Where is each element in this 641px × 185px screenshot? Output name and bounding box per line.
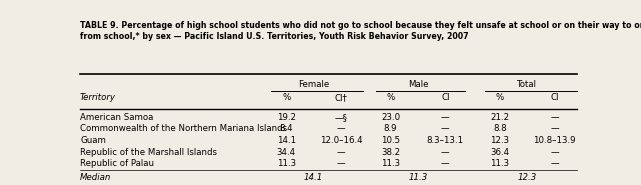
Text: CI†: CI†: [335, 93, 347, 102]
Text: 10.8–13.9: 10.8–13.9: [533, 136, 576, 145]
Text: Republic of the Marshall Islands: Republic of the Marshall Islands: [80, 148, 217, 157]
Text: %: %: [387, 93, 395, 102]
Text: —§: —§: [335, 113, 347, 122]
Text: 14.1: 14.1: [304, 173, 323, 182]
Text: —: —: [441, 113, 449, 122]
Text: 12.0–16.4: 12.0–16.4: [320, 136, 362, 145]
Text: —: —: [441, 148, 449, 157]
Text: 11.3: 11.3: [381, 159, 400, 168]
Text: %: %: [282, 93, 290, 102]
Text: 12.3: 12.3: [517, 173, 537, 182]
Text: —: —: [441, 159, 449, 168]
Text: 8.3–13.1: 8.3–13.1: [427, 136, 464, 145]
Text: 8.4: 8.4: [279, 124, 293, 133]
Text: 10.5: 10.5: [381, 136, 400, 145]
Text: 19.2: 19.2: [277, 113, 296, 122]
Text: Male: Male: [408, 80, 428, 89]
Text: 38.2: 38.2: [381, 148, 400, 157]
Text: —: —: [550, 113, 559, 122]
Text: —: —: [441, 124, 449, 133]
Text: %: %: [495, 93, 504, 102]
Text: American Samoa: American Samoa: [80, 113, 153, 122]
Text: 14.1: 14.1: [277, 136, 296, 145]
Text: —: —: [337, 159, 345, 168]
Text: CI: CI: [550, 93, 559, 102]
Text: 8.9: 8.9: [384, 124, 397, 133]
Text: 11.3: 11.3: [490, 159, 510, 168]
Text: 8.8: 8.8: [493, 124, 507, 133]
Text: Median: Median: [80, 173, 112, 182]
Text: —: —: [550, 124, 559, 133]
Text: Commonwealth of the Northern Mariana Islands: Commonwealth of the Northern Mariana Isl…: [80, 124, 287, 133]
Text: —: —: [337, 148, 345, 157]
Text: Territory: Territory: [80, 93, 116, 102]
Text: 36.4: 36.4: [490, 148, 510, 157]
Text: 11.3: 11.3: [408, 173, 428, 182]
Text: 23.0: 23.0: [381, 113, 400, 122]
Text: Republic of Palau: Republic of Palau: [80, 159, 154, 168]
Text: —: —: [550, 159, 559, 168]
Text: Female: Female: [298, 80, 329, 89]
Text: CI: CI: [441, 93, 449, 102]
Text: 11.3: 11.3: [277, 159, 296, 168]
Text: 34.4: 34.4: [277, 148, 296, 157]
Text: 21.2: 21.2: [490, 113, 510, 122]
Text: —: —: [550, 148, 559, 157]
Text: Total: Total: [517, 80, 537, 89]
Text: TABLE 9. Percentage of high school students who did not go to school because the: TABLE 9. Percentage of high school stude…: [80, 21, 641, 30]
Text: 12.3: 12.3: [490, 136, 510, 145]
Text: —: —: [337, 124, 345, 133]
Text: Guam: Guam: [80, 136, 106, 145]
Text: from school,* by sex — Pacific Island U.S. Territories, Youth Risk Behavior Surv: from school,* by sex — Pacific Island U.…: [80, 32, 469, 41]
